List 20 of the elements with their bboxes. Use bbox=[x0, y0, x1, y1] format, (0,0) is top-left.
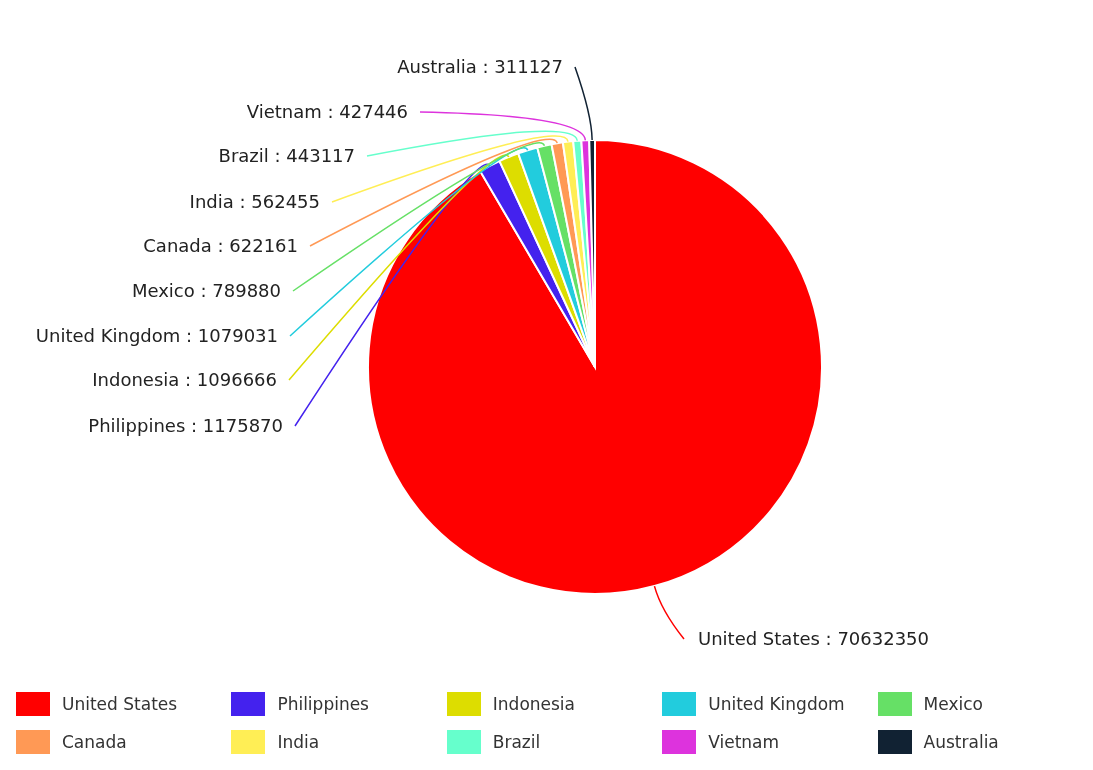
legend-label: Canada bbox=[62, 732, 127, 752]
legend-label: Vietnam bbox=[708, 732, 780, 752]
legend-label: India bbox=[277, 732, 320, 752]
legend-label: Philippines bbox=[277, 694, 369, 714]
data-label: Indonesia : 1096666 bbox=[92, 369, 277, 390]
data-label: India : 562455 bbox=[189, 191, 320, 212]
data-label: United States : 70632350 bbox=[698, 628, 930, 649]
legend-label: Australia bbox=[923, 732, 999, 752]
legend-label: United States bbox=[62, 694, 178, 714]
legend-label: Mexico bbox=[923, 694, 983, 714]
legend-label: Indonesia bbox=[492, 694, 576, 714]
legend-label: Brazil bbox=[492, 732, 541, 752]
data-label: United Kingdom : 1079031 bbox=[35, 325, 278, 346]
data-label: Vietnam : 427446 bbox=[246, 101, 408, 122]
data-label: Canada : 622161 bbox=[143, 235, 298, 256]
data-label: Mexico : 789880 bbox=[131, 280, 281, 301]
legend-label: United Kingdom bbox=[708, 694, 845, 714]
data-label: Philippines : 1175870 bbox=[88, 415, 283, 436]
data-label: Australia : 311127 bbox=[397, 56, 563, 77]
data-label: Brazil : 443117 bbox=[218, 145, 355, 166]
